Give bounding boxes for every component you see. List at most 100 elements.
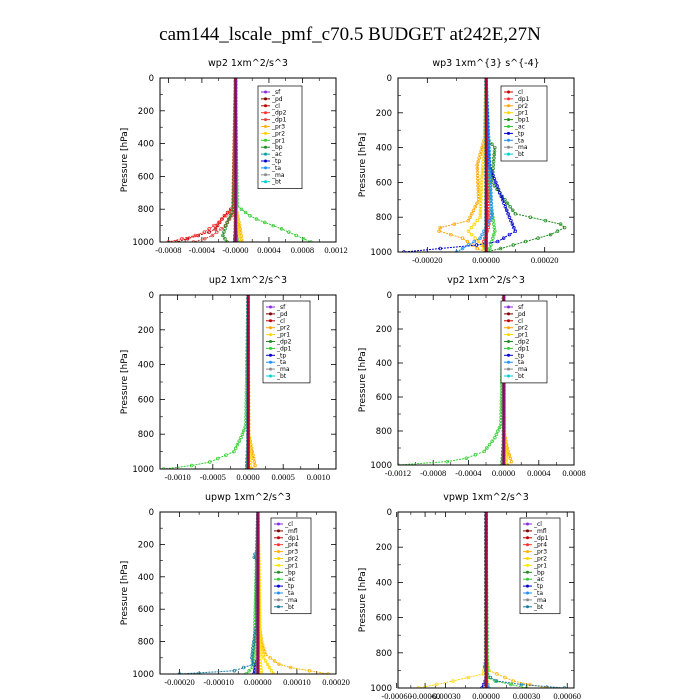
series-marker	[191, 240, 196, 242]
legend-label: _pr1	[514, 110, 528, 117]
legend-marker	[277, 563, 280, 567]
series-marker	[476, 159, 480, 164]
x-tick-label: -0.0004	[455, 468, 482, 478]
legend-marker	[269, 340, 272, 343]
legend-label: _ac	[271, 151, 282, 158]
y-tick-label: 1000	[132, 670, 154, 680]
series-marker	[500, 198, 505, 202]
legend-marker	[264, 118, 267, 122]
legend-marker	[507, 360, 510, 364]
legend-label: _cl	[533, 521, 542, 528]
series-marker	[475, 166, 480, 171]
series-marker	[161, 467, 166, 469]
y-tick-label: 0	[387, 74, 392, 84]
series-marker	[505, 201, 510, 206]
series-marker	[507, 215, 512, 219]
series-marker	[509, 459, 514, 464]
series-marker	[239, 207, 244, 211]
series-marker	[263, 659, 268, 663]
subplot-6: vpwp 1xm^2/s^3 Pressure [hPa] 0 200 400 600 80…	[358, 492, 581, 700]
legend-label: _pr1	[514, 332, 528, 339]
legend-label: _cl	[271, 103, 280, 110]
legend-marker	[507, 111, 510, 115]
series-marker	[470, 232, 474, 237]
series-marker	[475, 173, 480, 178]
series-group	[166, 78, 313, 242]
series-marker	[468, 215, 472, 219]
x-tick-label: 0.0010	[307, 472, 330, 482]
series-marker	[543, 218, 548, 223]
series-line	[163, 295, 249, 469]
series-marker	[492, 177, 497, 181]
series-marker	[288, 665, 293, 670]
series-marker	[488, 187, 493, 192]
legend-marker	[526, 557, 529, 560]
legend-label: _sf	[271, 89, 281, 96]
series-marker	[475, 246, 479, 251]
legend-label: _bp	[284, 569, 296, 576]
series-marker	[240, 240, 244, 242]
series-marker	[219, 227, 223, 231]
y-tick-label: 200	[376, 543, 392, 553]
series-marker	[267, 665, 272, 670]
legend-label: _mfl	[284, 528, 298, 535]
series-marker	[503, 198, 507, 202]
legend-label: _pr1	[533, 562, 547, 569]
legend-label: _dp1	[276, 345, 292, 352]
series-marker	[252, 652, 256, 657]
legend-marker	[264, 125, 267, 128]
legend-label: _pr2	[284, 556, 298, 563]
legend-label: _dp1	[514, 96, 530, 103]
series-marker	[166, 240, 171, 242]
series-marker	[252, 460, 257, 464]
series-marker	[265, 662, 270, 667]
x-tick-label: 0.00000	[472, 255, 500, 265]
legend-label: _ta	[284, 590, 294, 597]
x-tick-label: 0.0008	[291, 245, 314, 255]
series-line	[467, 78, 487, 252]
legend-label: _dp2	[276, 339, 292, 346]
legend-marker	[269, 305, 272, 309]
series-marker	[491, 159, 496, 164]
legend-marker	[264, 159, 267, 163]
series-marker	[488, 246, 492, 251]
series-marker	[495, 239, 500, 244]
series-marker	[175, 240, 179, 242]
x-tick-label: 0.0000	[236, 472, 259, 482]
x-tick-label: 0.00020	[531, 255, 559, 265]
legend-marker	[507, 346, 510, 350]
series-marker	[451, 679, 455, 683]
legend-label: _ta	[533, 590, 543, 597]
series-marker	[498, 191, 502, 195]
series-marker	[250, 656, 254, 660]
legend: _sf_pd_cl_dp2_dp1_pr3_pr2_pr1_bp_ac_tp_t…	[257, 85, 303, 189]
series-marker	[476, 180, 480, 185]
series-marker	[250, 652, 254, 657]
series-marker	[478, 215, 482, 219]
legend-marker	[507, 312, 510, 316]
series-marker	[489, 191, 493, 195]
x-tick-label: -0.00030	[430, 691, 460, 700]
series-marker	[222, 230, 226, 234]
series-marker	[202, 236, 207, 241]
series-marker	[475, 163, 479, 167]
y-tick-label: 0	[387, 508, 392, 518]
legend-label: _dp1	[514, 345, 530, 352]
series-marker	[223, 236, 227, 241]
legend-marker	[507, 305, 510, 309]
y-tick-label: 800	[138, 638, 154, 648]
legend-marker	[264, 166, 267, 170]
series-marker	[207, 230, 211, 234]
legend-marker	[269, 374, 272, 378]
subplot-2: wp3 1xm^{3} s^{-4} Pressure [hPa] 0 200 400 6…	[358, 58, 575, 265]
series-marker	[208, 460, 212, 464]
series-marker	[492, 232, 496, 237]
series-marker	[261, 646, 266, 650]
series-marker	[460, 236, 465, 240]
series-marker	[210, 233, 215, 238]
series-marker	[494, 180, 498, 185]
series-marker	[244, 467, 249, 469]
x-tick-label: 0.00030	[513, 691, 541, 700]
x-tick-label: -0.0010	[164, 472, 190, 482]
series-marker	[490, 177, 494, 181]
